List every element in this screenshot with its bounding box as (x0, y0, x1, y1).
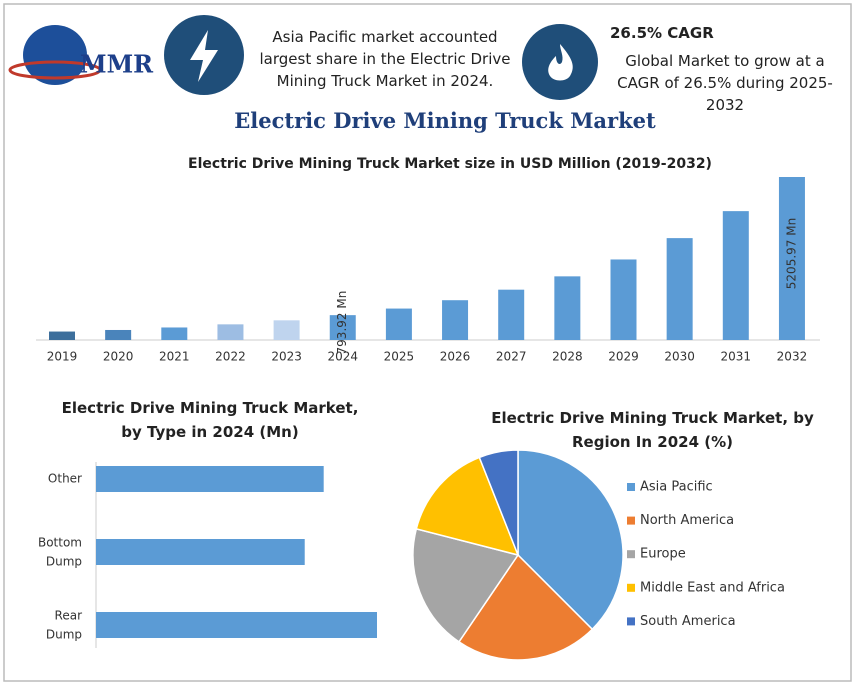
x-tick-label: 2028 (552, 350, 583, 364)
pie-slice (415, 456, 520, 557)
cagr-title: 26.5% CAGR (610, 24, 714, 42)
y-tick-label: Other (48, 472, 82, 486)
bar (329, 315, 356, 340)
x-tick-label: 2025 (384, 350, 415, 364)
value-label: 5205.97 Mn (784, 218, 798, 289)
x-tick-label: 2020 (103, 350, 134, 364)
bolt (190, 30, 218, 82)
logo-ring (8, 60, 102, 80)
x-tick-label: 2032 (777, 350, 808, 364)
note: Asia Pacific market accounted largest sh… (259, 28, 511, 90)
x-tick-label: 2027 (496, 350, 527, 364)
bar (105, 329, 132, 340)
bar (96, 539, 305, 565)
bar (610, 259, 637, 340)
legend-swatch (627, 483, 635, 491)
legend-label: Asia Pacific (640, 480, 713, 495)
main-title: Electric Drive Mining Truck Market (234, 108, 656, 133)
bar (273, 320, 300, 340)
pie-slice (517, 449, 624, 631)
bar (722, 211, 749, 340)
bar (49, 331, 75, 340)
x-tick-label: 2023 (271, 350, 302, 364)
logo-globe (23, 25, 87, 85)
legend-label: South America (640, 614, 736, 629)
chart-title: Electric Drive Mining Truck Market, by T… (61, 399, 359, 441)
bar (96, 466, 324, 492)
x-tick-label: 2022 (215, 350, 246, 364)
x-tick-label: 2030 (664, 350, 695, 364)
legend-swatch (627, 550, 635, 559)
bar (778, 177, 805, 340)
legend-swatch (627, 516, 635, 525)
logo-text: MMR (80, 50, 154, 79)
bar (498, 289, 525, 340)
chart-title: Electric Drive Mining Truck Market size … (188, 156, 712, 172)
bar (442, 300, 469, 340)
x-tick-label: 2029 (608, 350, 639, 364)
flame (548, 44, 573, 81)
legend-label: North America (640, 513, 734, 528)
y-tick-label: Rear Dump (46, 608, 82, 641)
pie-slice (412, 527, 520, 643)
x-tick-label: 2031 (721, 350, 752, 364)
bar (554, 276, 581, 340)
legend-swatch (627, 617, 635, 626)
legend-swatch (627, 583, 635, 592)
x-tick-label: 2021 (159, 350, 190, 364)
pie-slice (478, 449, 519, 556)
x-tick-label: 2024 (327, 350, 358, 364)
bar (217, 324, 244, 340)
note: Global Market to grow at a CAGR of 26.5%… (617, 52, 833, 114)
bar (385, 308, 412, 340)
bar (161, 327, 188, 340)
bar (666, 238, 693, 340)
y-tick-label: Bottom Dump (38, 535, 82, 568)
bar (96, 612, 377, 638)
legend-label: Europe (640, 547, 686, 562)
pie-slice (457, 553, 594, 661)
x-tick-label: 2019 (47, 350, 78, 364)
legend-label: Middle East and Africa (640, 580, 785, 595)
frame (3, 3, 852, 682)
icon-flame (522, 24, 598, 100)
value-label: 793.92 Mn (335, 291, 349, 355)
chart-title: Electric Drive Mining Truck Market, by R… (491, 409, 814, 451)
x-tick-label: 2026 (440, 350, 471, 364)
